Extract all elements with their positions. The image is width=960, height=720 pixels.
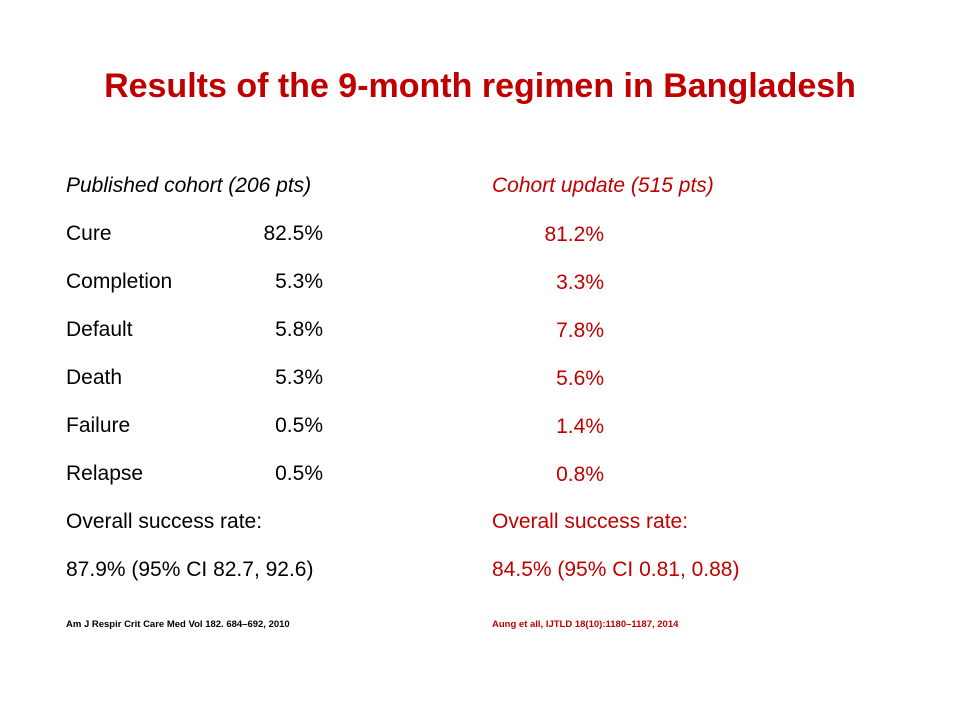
row-value: 5.6% (556, 367, 604, 390)
row-value: 7.8% (556, 319, 604, 342)
success-value: 84.5% (95% CI 0.81, 0.88) (492, 558, 740, 581)
citation: Aung et all, IJTLD 18(10):1180–1187, 201… (492, 619, 679, 630)
slide-title: Results of the 9-month regimen in Bangla… (104, 67, 856, 105)
row-value: 3.3% (556, 271, 604, 294)
success-value: 87.9% (95% CI 82.7, 92.6) (66, 558, 314, 581)
row-label: Completion (66, 270, 173, 293)
success-label: Overall success rate: (492, 510, 689, 533)
row-value: 1.4% (556, 415, 604, 438)
cohort-heading: Published cohort (206 pts) (66, 174, 312, 197)
row-value: 5.8% (275, 318, 323, 341)
row-value: 5.3% (275, 270, 323, 293)
citation: Am J Respir Crit Care Med Vol 182. 684–6… (66, 619, 290, 630)
row-value: 5.3% (275, 366, 323, 389)
row-label: Relapse (66, 462, 144, 485)
row-value: 0.8% (556, 463, 604, 486)
row-value: 82.5% (263, 222, 323, 245)
row-label: Death (66, 366, 123, 389)
row-value: 81.2% (544, 223, 604, 246)
cohort-heading: Cohort update (515 pts) (492, 174, 714, 197)
success-label: Overall success rate: (66, 510, 263, 533)
row-label: Failure (66, 414, 131, 437)
row-value: 0.5% (275, 462, 323, 485)
row-label: Default (66, 318, 133, 341)
row-label: Cure (66, 222, 112, 245)
row-value: 0.5% (275, 414, 323, 437)
